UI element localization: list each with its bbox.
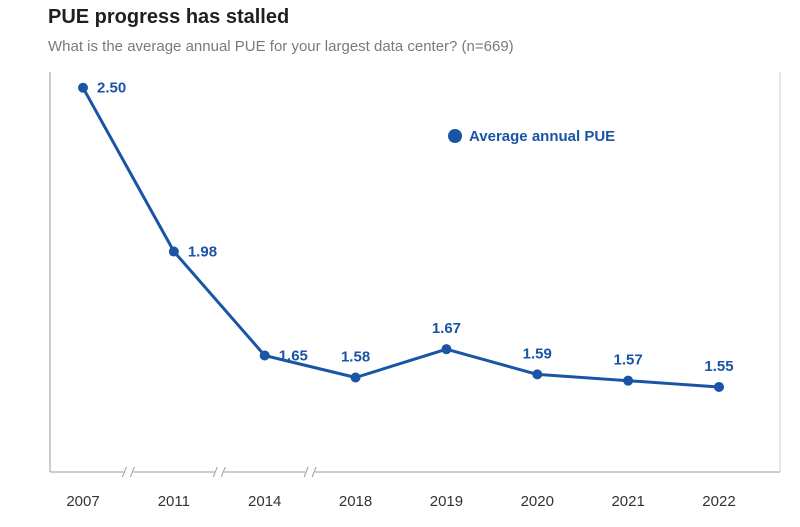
axis-break-slash xyxy=(121,466,127,478)
legend: Average annual PUE xyxy=(448,128,615,145)
data-label-2011: 1.98 xyxy=(188,244,217,261)
x-tick-2011: 2011 xyxy=(158,493,190,510)
data-label-2020: 1.59 xyxy=(523,345,552,362)
data-point-2014 xyxy=(259,350,270,361)
data-point-2020 xyxy=(532,369,543,380)
legend-label: Average annual PUE xyxy=(469,128,615,145)
chart-subtitle: What is the average annual PUE for your … xyxy=(48,38,514,55)
axis-break-gap xyxy=(305,466,316,478)
axis-break-slash xyxy=(311,466,317,478)
x-tick-2014: 2014 xyxy=(248,493,281,510)
axis-break-gap xyxy=(214,466,225,478)
x-tick-labels: 2007 2011 2014 2018 2019 2020 2021 2022 xyxy=(66,493,735,510)
data-point-2022 xyxy=(713,381,724,392)
series-line xyxy=(81,86,720,389)
axis-break-2011 xyxy=(212,466,226,478)
x-tick-2022: 2022 xyxy=(702,493,735,510)
x-tick-2007: 2007 xyxy=(66,493,99,510)
data-label-2019: 1.67 xyxy=(432,320,461,337)
data-point-2021 xyxy=(623,375,634,386)
data-label-2007: 2.50 xyxy=(97,80,126,97)
data-point-2007 xyxy=(78,82,88,93)
axis-break-slash xyxy=(220,466,226,478)
data-labels: 2.50 1.98 1.65 1.58 1.67 1.59 1.57 1.55 xyxy=(97,80,734,375)
series-layer xyxy=(78,82,724,392)
axis-break-slash xyxy=(303,466,309,478)
x-tick-2021: 2021 xyxy=(611,493,644,510)
x-tick-2019: 2019 xyxy=(430,493,463,510)
chart-title: PUE progress has stalled xyxy=(48,6,290,28)
data-point-2011 xyxy=(168,246,179,257)
axis-break-2007 xyxy=(121,466,135,478)
legend-marker xyxy=(448,129,462,143)
data-label-2021: 1.57 xyxy=(614,352,643,369)
data-point-2018 xyxy=(350,372,361,383)
axis-break-2014 xyxy=(303,466,317,478)
data-point-2019 xyxy=(441,344,452,355)
x-tick-2020: 2020 xyxy=(521,493,554,510)
data-label-2014: 1.65 xyxy=(279,347,308,364)
axis-break-slash xyxy=(129,466,135,478)
x-tick-2018: 2018 xyxy=(339,493,372,510)
data-label-2022: 1.55 xyxy=(704,358,733,375)
axis-break-gap xyxy=(123,466,134,478)
chart-axes xyxy=(49,72,781,478)
axis-break-slash xyxy=(212,466,218,478)
data-label-2018: 1.58 xyxy=(341,349,370,366)
